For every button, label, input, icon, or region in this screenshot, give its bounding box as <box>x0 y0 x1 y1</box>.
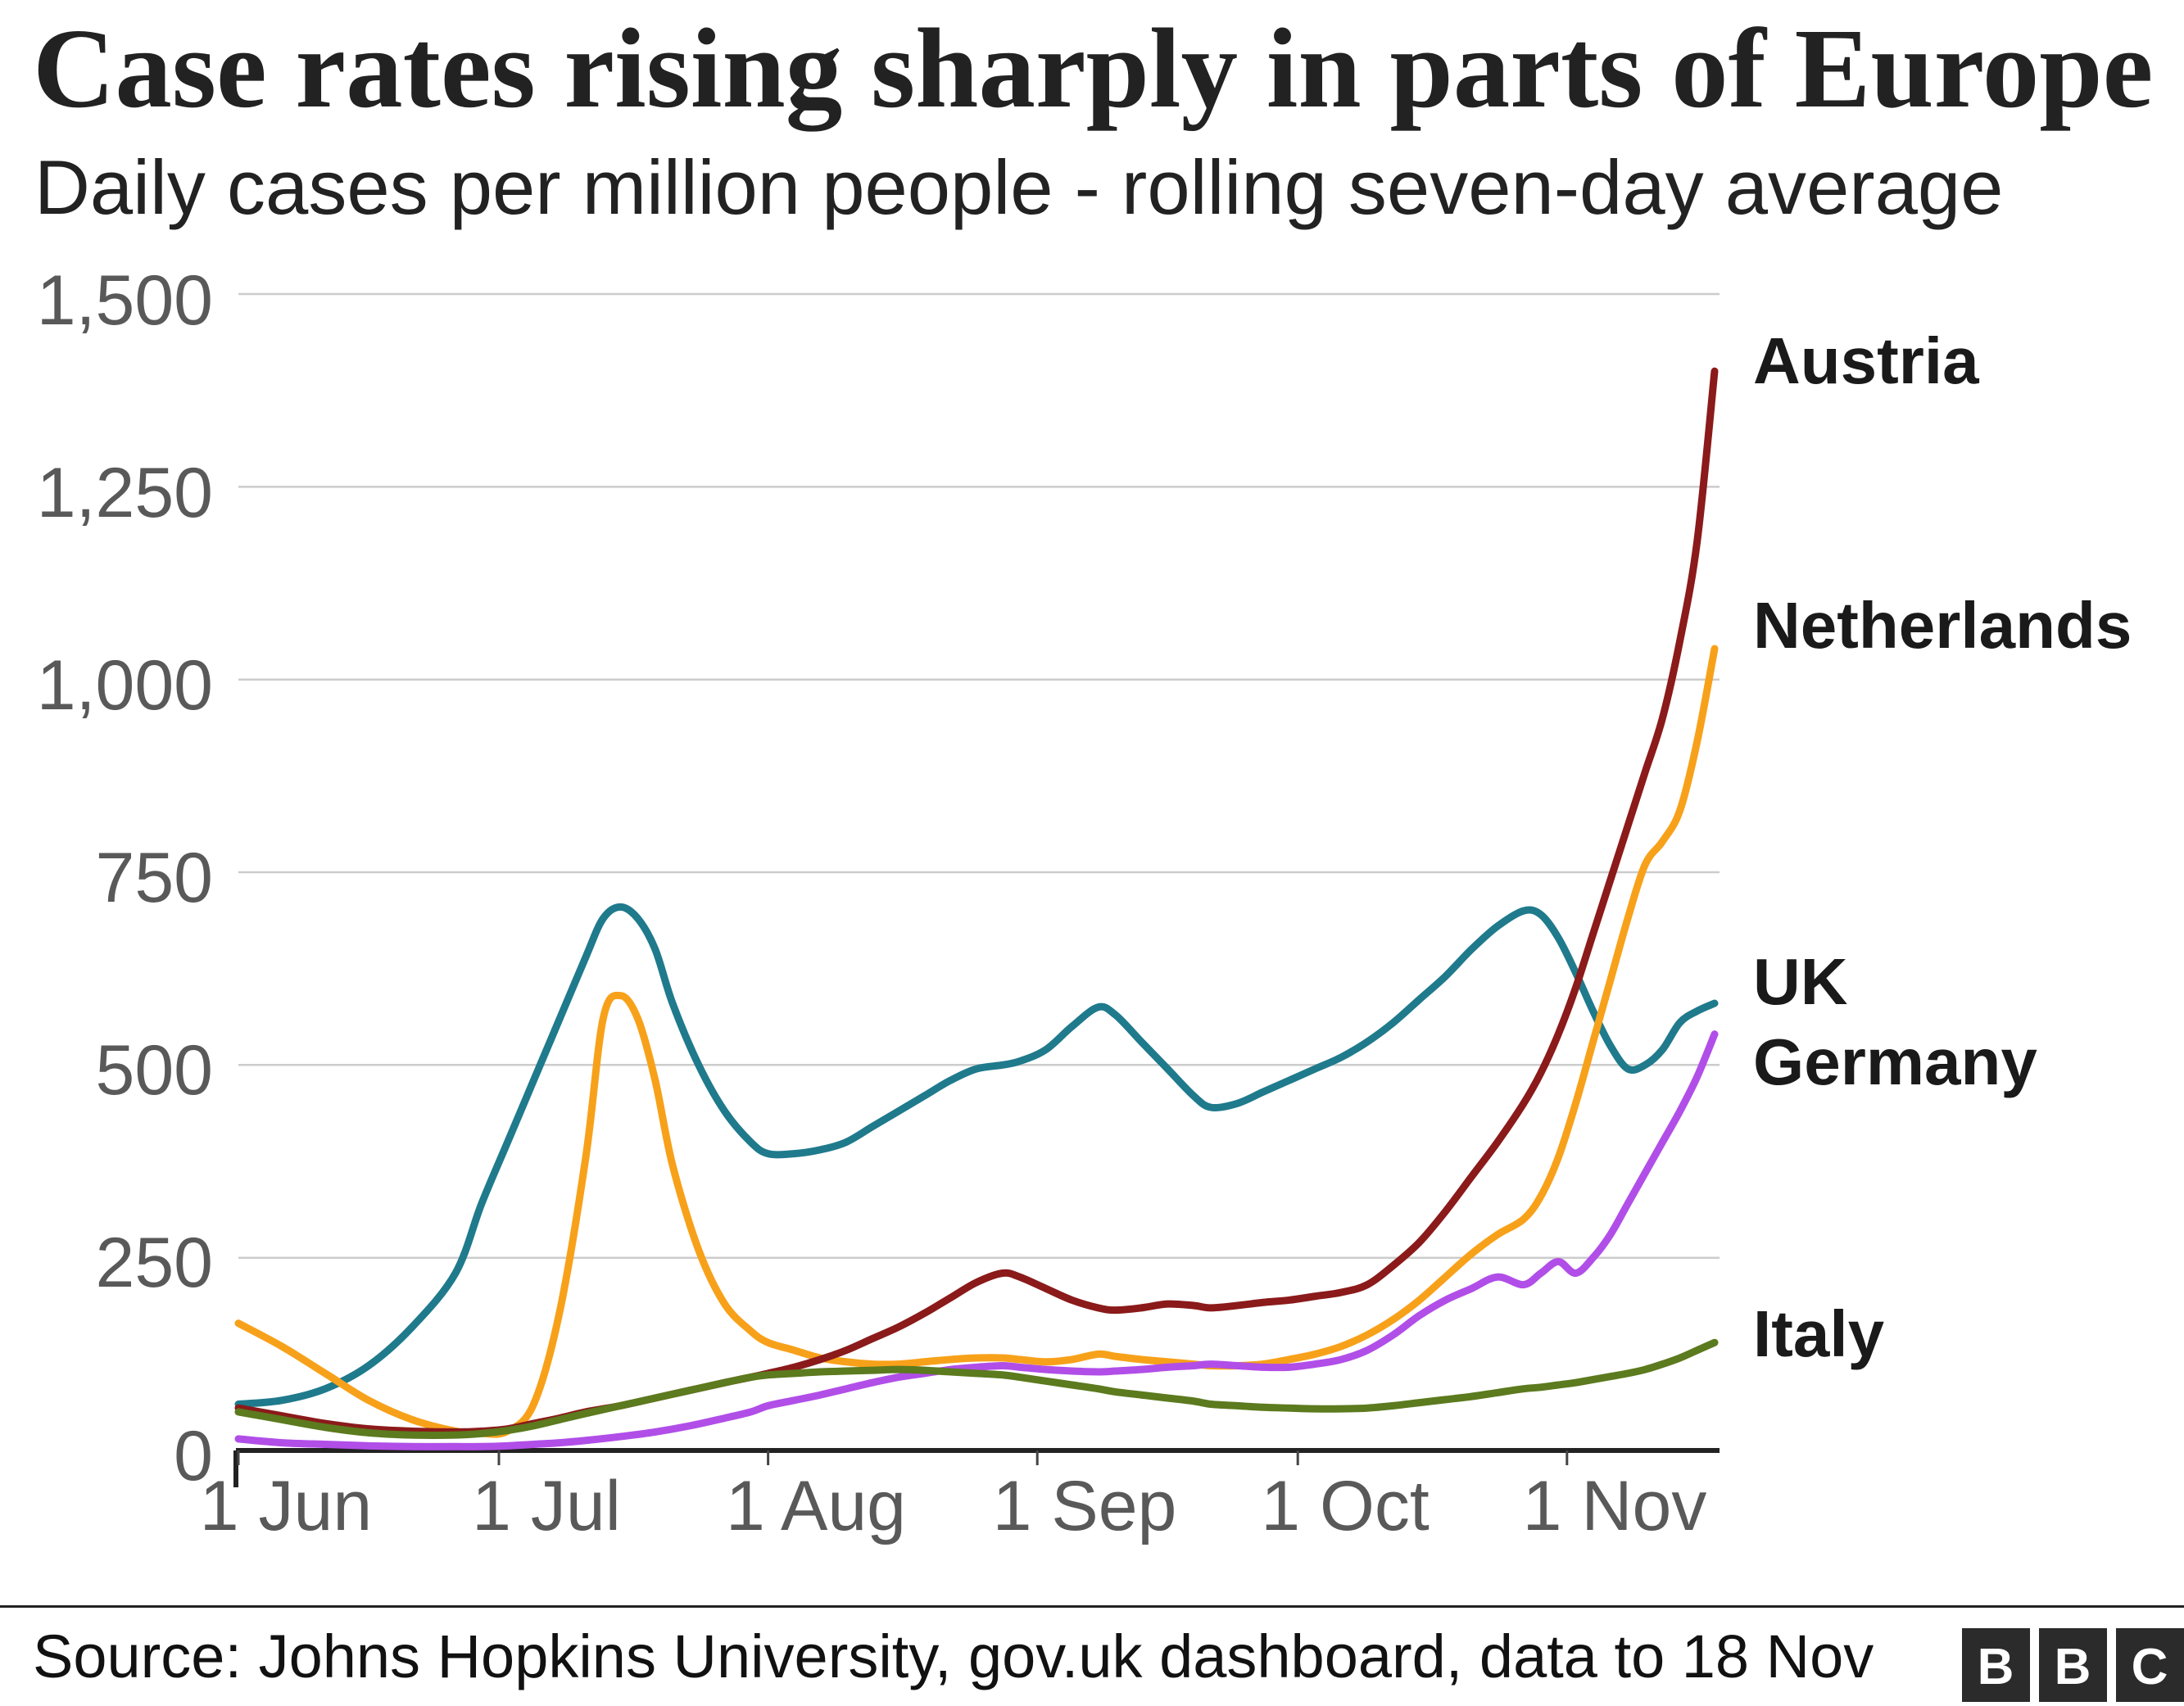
svg-text:B: B <box>2055 1639 2091 1695</box>
svg-text:B: B <box>1978 1639 2014 1695</box>
svg-text:C: C <box>2132 1639 2168 1695</box>
